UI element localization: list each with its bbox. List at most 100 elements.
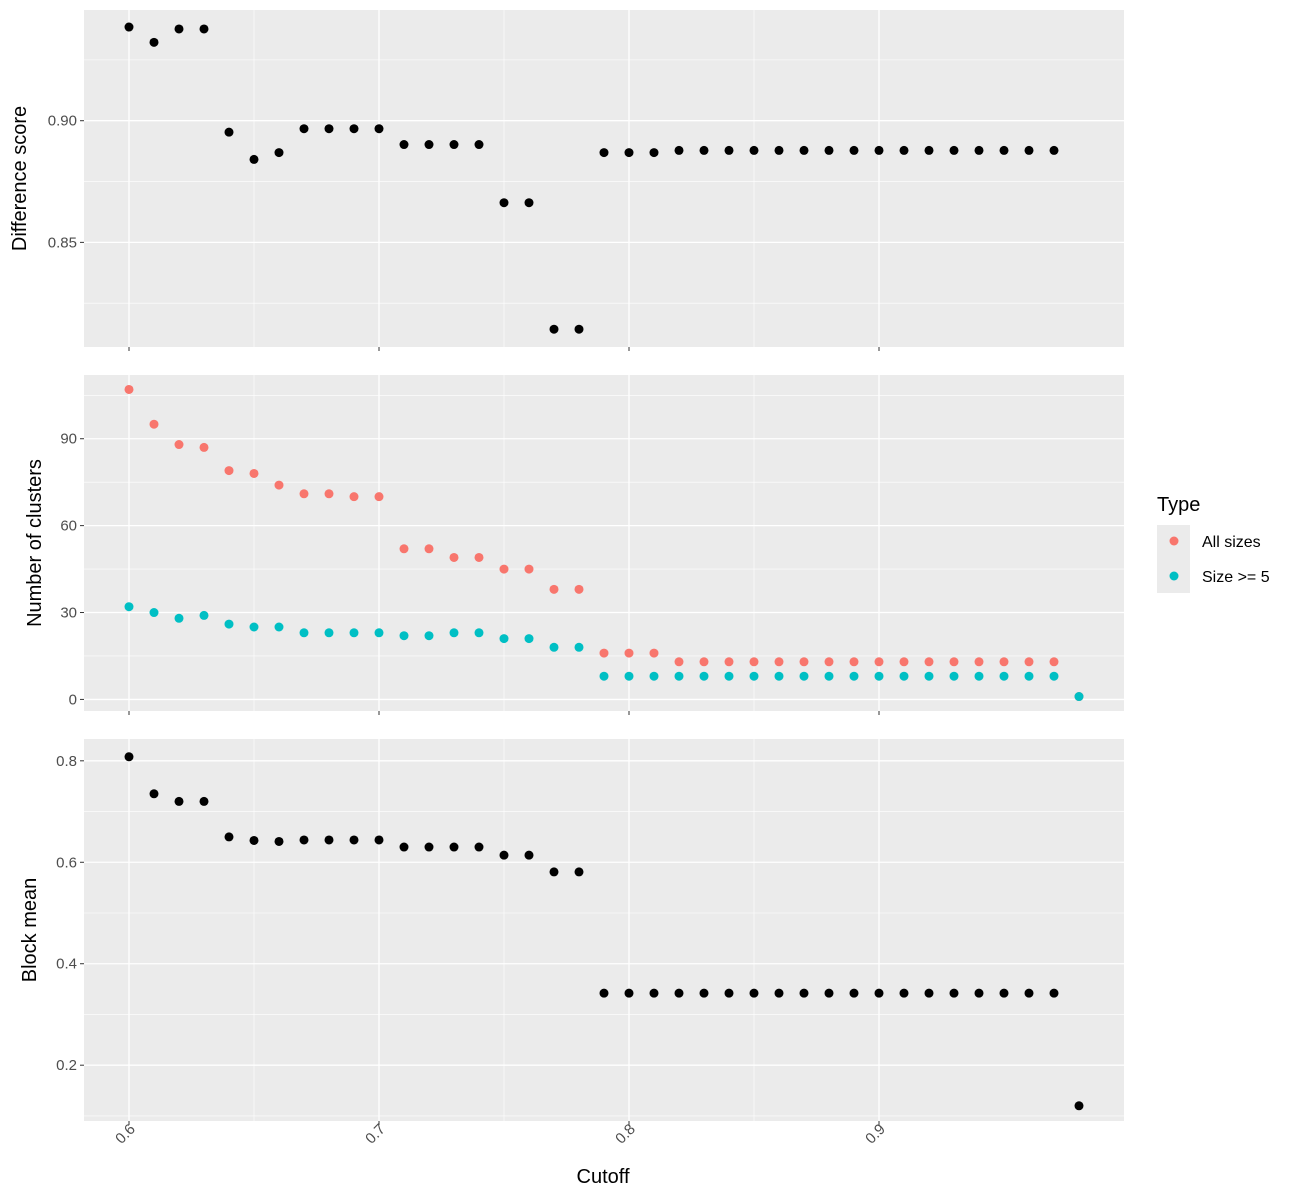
data-point [1074,692,1084,702]
data-point [299,835,309,845]
data-point [474,552,484,562]
y-axis-title: Block mean [19,878,41,983]
data-point [824,145,834,155]
data-point [924,657,934,667]
y-axis-title: Number of clusters [24,459,46,627]
data-point [899,657,909,667]
panels-layer: 0.85 0.90 Difference score 0 30 60 90 Number of… [9,10,1124,1125]
data-point [399,544,409,554]
data-point [299,124,309,134]
panel-blockmean: 0.2 0.4 0.6 0.8 Block mean [19,739,1124,1125]
data-point [1049,145,1059,155]
data-point [899,671,909,681]
data-point [899,988,909,998]
data-point [974,145,984,155]
data-point [449,842,459,852]
data-point [874,671,884,681]
data-point [474,628,484,638]
data-point [399,842,409,852]
data-point [224,466,234,476]
panel-clusters: 0 30 60 90 Number of clusters [24,375,1124,715]
data-point [699,657,709,667]
data-point [449,552,459,562]
legend-key-background [1157,525,1190,593]
data-point [624,671,634,681]
data-point [749,988,759,998]
data-point [349,628,359,638]
data-point [574,867,584,877]
x-axis-title: Cutoff [577,1166,630,1188]
data-point [774,145,784,155]
data-point [424,842,434,852]
data-point [774,671,784,681]
y-tick-label: 0.85 [48,234,77,251]
data-point [849,671,859,681]
data-point [749,145,759,155]
data-point [324,628,334,638]
data-point [874,988,884,998]
data-point [524,634,534,644]
data-point [799,657,809,667]
x-tick-label: 0.6 [112,1121,139,1148]
data-point [174,440,184,450]
data-point [199,796,209,806]
data-point [524,564,534,574]
data-point [174,24,184,34]
data-point [749,671,759,681]
data-point [924,145,934,155]
y-tick-label: 0.8 [56,753,77,770]
data-point [674,988,684,998]
data-point [999,988,1009,998]
series-values [124,752,1084,1111]
data-point [924,988,934,998]
data-point [974,657,984,667]
data-point [174,613,184,623]
data-point [249,468,259,478]
data-point [999,671,1009,681]
panel-background [84,375,1124,711]
data-point [524,850,534,860]
data-point [524,198,534,208]
data-point [249,835,259,845]
data-point [249,154,259,164]
data-point [674,671,684,681]
data-point [699,988,709,998]
data-point [274,148,284,158]
data-point [599,148,609,158]
data-point [599,648,609,658]
legend-key-all-sizes [1169,536,1179,546]
data-point [149,419,159,429]
data-point [174,796,184,806]
data-point [224,832,234,842]
data-point [649,148,659,158]
y-tick-label: 60 [60,518,77,535]
y-tick-label: 0.4 [56,956,77,973]
data-point [374,124,384,134]
data-point [1074,1101,1084,1111]
data-point [649,988,659,998]
data-point [899,145,909,155]
data-point [324,489,334,499]
data-point [674,145,684,155]
data-point [299,628,309,638]
data-point [724,145,734,155]
data-point [149,37,159,47]
data-point [549,642,559,652]
data-point [249,622,259,632]
data-point [999,657,1009,667]
data-point [824,671,834,681]
data-point [749,657,759,667]
data-point [124,384,134,394]
data-point [499,634,509,644]
data-point [649,648,659,658]
data-point [399,140,409,150]
data-point [149,608,159,618]
data-point [874,145,884,155]
series-values [124,22,1059,334]
data-point [824,988,834,998]
data-point [424,140,434,150]
data-point [449,628,459,638]
data-point [624,148,634,158]
data-point [1024,671,1034,681]
